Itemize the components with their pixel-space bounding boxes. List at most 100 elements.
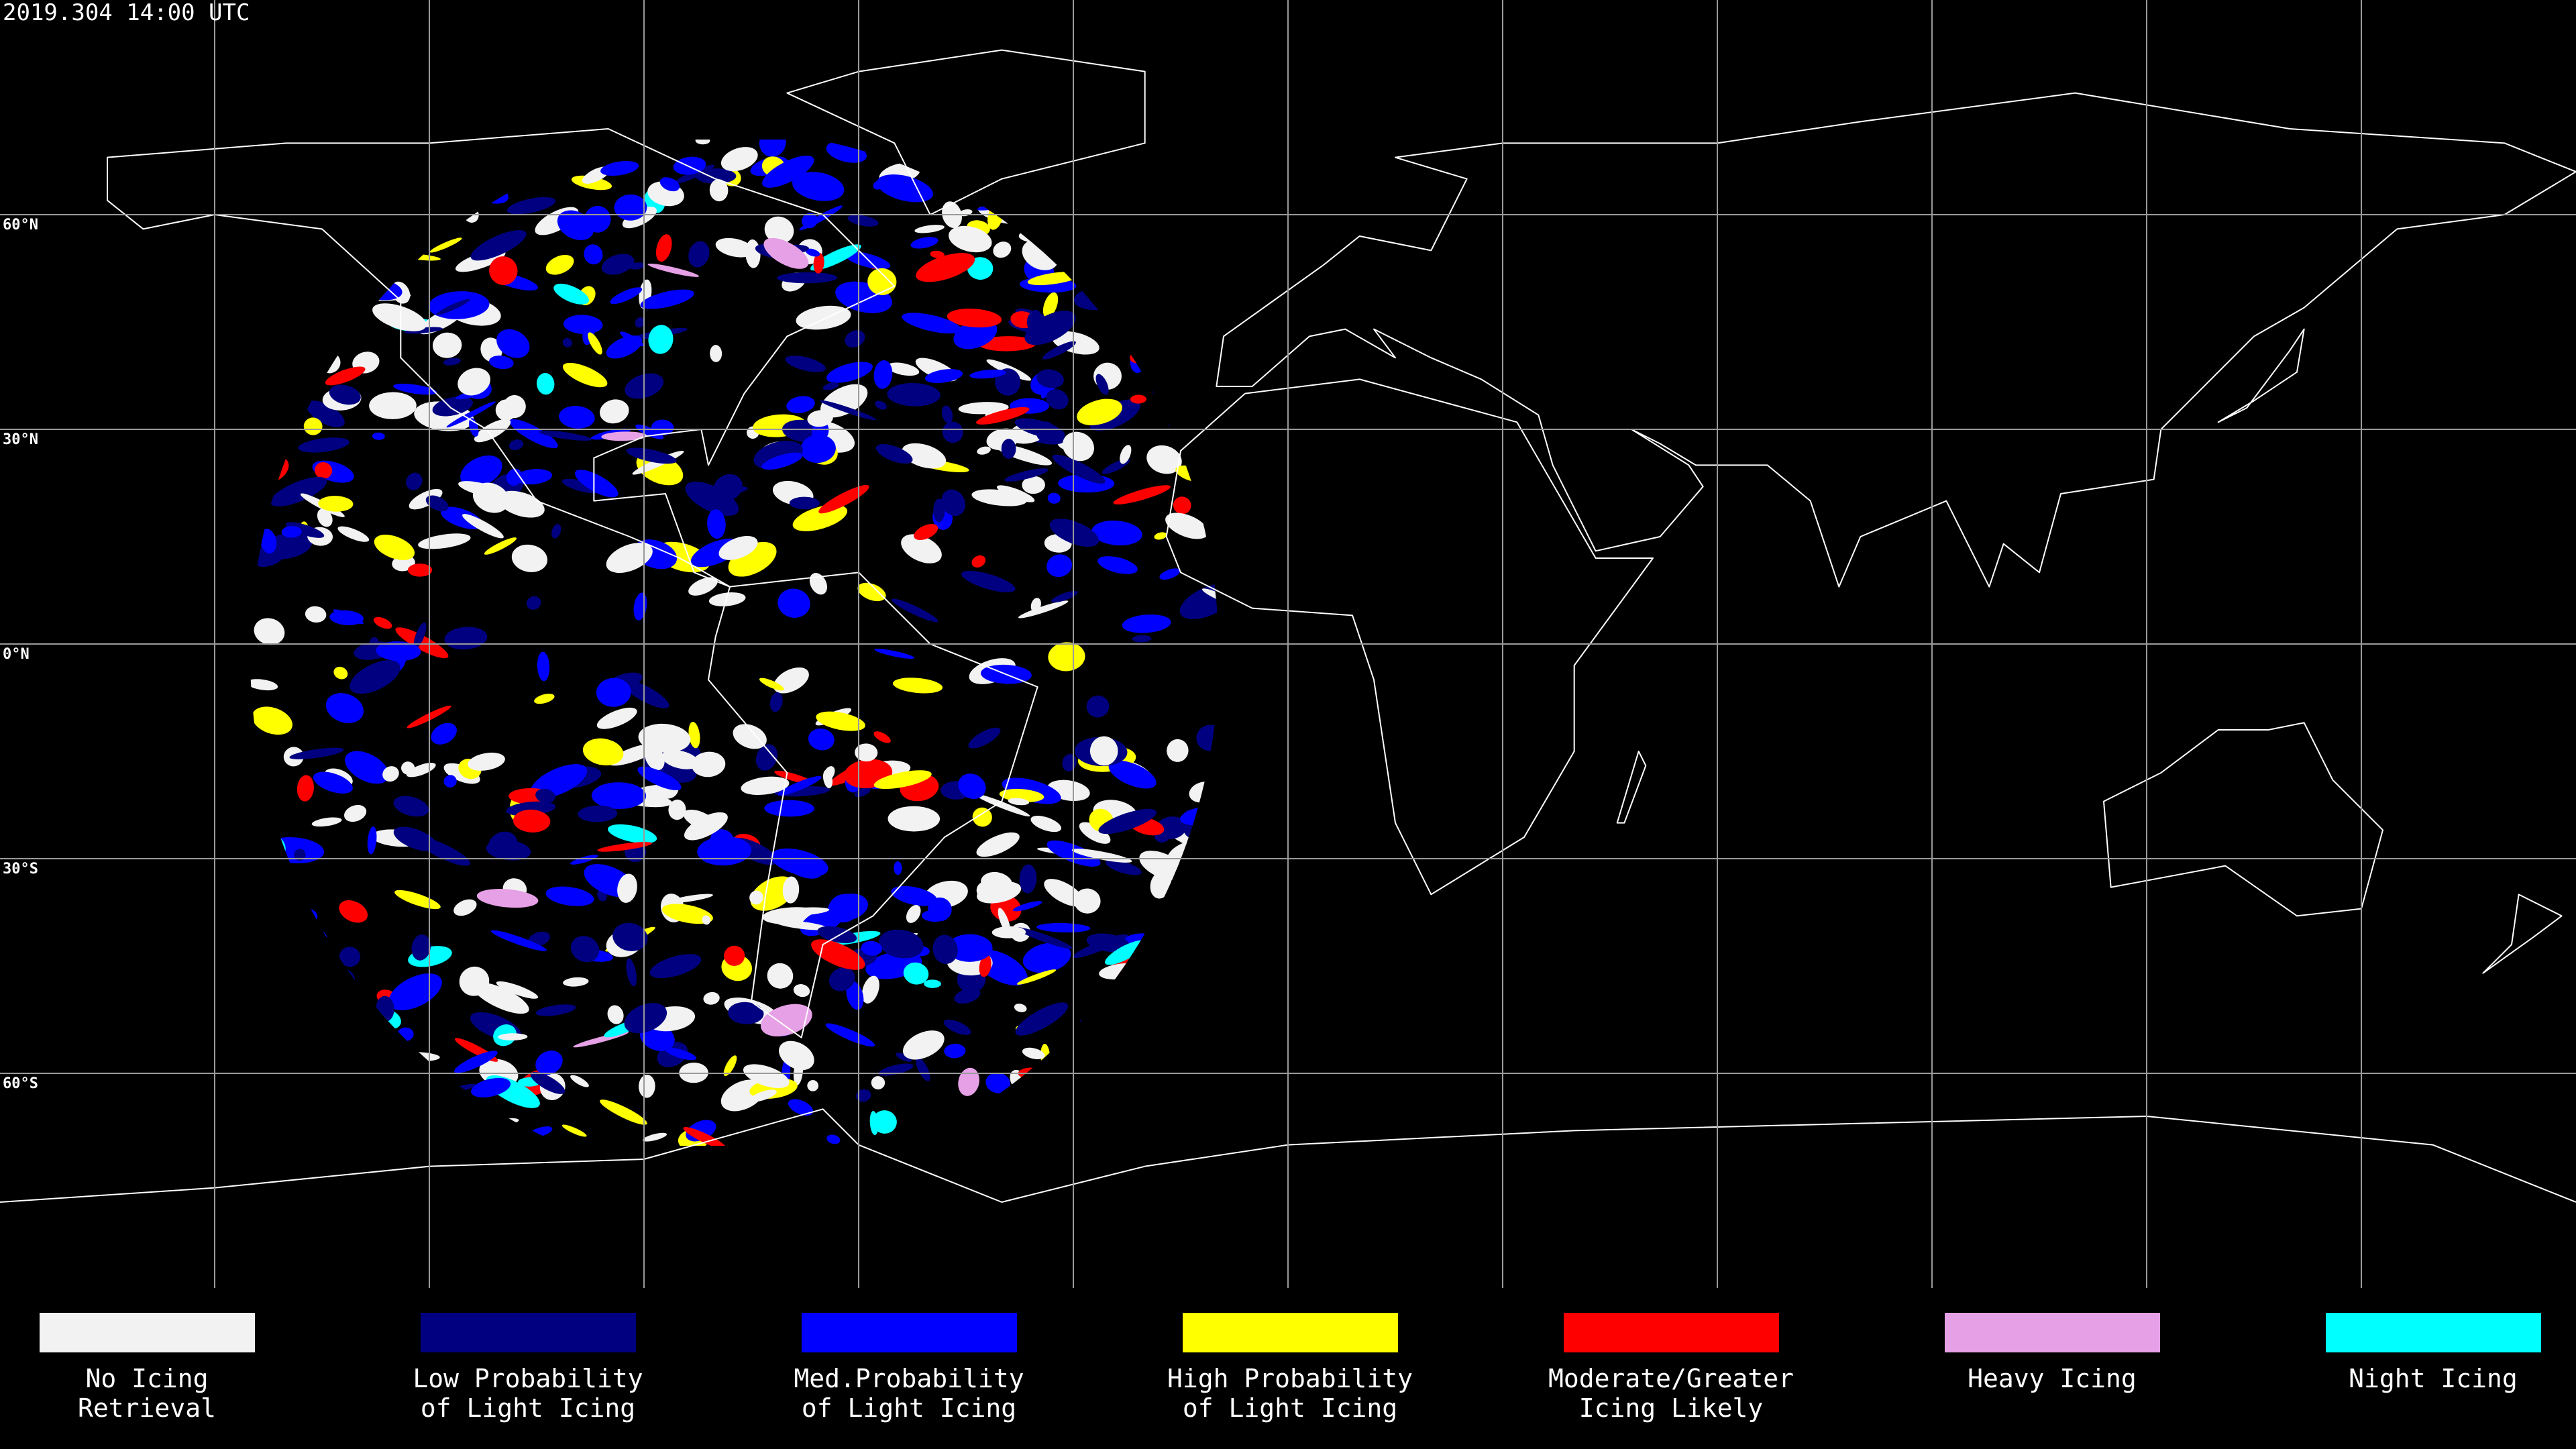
cloud-blob xyxy=(828,894,860,923)
cloud-blob xyxy=(759,678,784,691)
cloud-blob xyxy=(764,216,794,244)
cloud-blob xyxy=(534,694,555,704)
cloud-blob xyxy=(606,543,653,574)
cloud-blob xyxy=(617,873,637,903)
cloud-blob xyxy=(771,907,830,916)
cloud-blob xyxy=(345,751,389,784)
cloud-blob xyxy=(928,897,952,922)
cloud-blob xyxy=(857,582,886,602)
cloud-blob xyxy=(498,490,545,518)
cloud-blob xyxy=(601,254,635,275)
cloud-blob xyxy=(539,430,592,441)
cloud-blob xyxy=(718,535,758,560)
cloud-blob xyxy=(888,806,941,832)
cloud-blob xyxy=(825,1023,875,1047)
cloud-blob xyxy=(1046,554,1073,578)
cloud-blob xyxy=(685,481,739,516)
cloud-blob xyxy=(978,336,1036,352)
cloud-blob xyxy=(551,524,561,539)
cloud-blob xyxy=(958,402,1009,415)
cloud-blob xyxy=(285,522,325,538)
cloud-blob xyxy=(443,775,457,788)
cloud-blob xyxy=(879,929,924,959)
cloud-blob xyxy=(458,368,490,396)
legend-label: Med.Probability xyxy=(794,1364,1024,1393)
legend-label: of Light Icing xyxy=(421,1393,635,1423)
cloud-blob xyxy=(659,177,680,192)
cloud-blob xyxy=(570,1075,589,1087)
cloud-blob xyxy=(914,524,938,541)
cloud-blob xyxy=(1018,600,1069,619)
cloud-blob xyxy=(644,745,665,771)
cloud-blob xyxy=(610,287,643,305)
cloud-blob xyxy=(695,140,710,145)
cloud-blob xyxy=(545,886,594,906)
cloud-blob xyxy=(588,332,602,355)
cloud-blob xyxy=(764,800,814,817)
cloud-blob xyxy=(1097,556,1138,574)
cloud-blob xyxy=(1022,1047,1045,1060)
cloud-blob xyxy=(471,1077,511,1097)
cloud-blob xyxy=(728,1002,764,1024)
cloud-blob xyxy=(786,396,815,414)
cloud-blob xyxy=(661,904,713,924)
cloud-blob xyxy=(924,979,941,988)
cloud-blob xyxy=(432,332,462,358)
cloud-blob xyxy=(250,679,278,691)
cloud-blob xyxy=(914,225,945,233)
legend-label: Retrieval xyxy=(78,1393,216,1423)
cloud-blob xyxy=(688,722,700,749)
cloud-blob xyxy=(1165,513,1209,539)
cloud-blob xyxy=(642,1132,667,1142)
cloud-blob xyxy=(941,405,953,423)
legend-label: Heavy Icing xyxy=(1968,1364,2137,1393)
cloud-blob xyxy=(708,592,746,606)
cloud-blob xyxy=(496,981,539,999)
cloud-blob xyxy=(1014,418,1065,439)
cloud-blob xyxy=(691,751,726,777)
cloud-blob xyxy=(826,362,873,383)
legend-label: Low Probability xyxy=(413,1364,643,1393)
cloud-blob xyxy=(930,250,945,258)
cloud-blob xyxy=(621,679,669,708)
cloud-blob xyxy=(289,747,344,759)
cloud-blob xyxy=(655,234,672,262)
cloud-blob xyxy=(382,766,399,782)
cloud-blob xyxy=(932,934,958,964)
cloud-blob xyxy=(559,406,595,429)
cloud-blob xyxy=(281,526,302,538)
cloud-blob xyxy=(1086,695,1110,718)
cloud-blob xyxy=(1089,736,1118,766)
cloud-blob xyxy=(473,982,529,1014)
cloud-blob xyxy=(637,766,682,791)
cloud-blob xyxy=(1008,798,1030,806)
cloud-blob xyxy=(506,801,556,816)
cloud-blob xyxy=(724,945,745,966)
cloud-blob xyxy=(1132,635,1152,643)
cloud-blob xyxy=(1091,521,1142,546)
cloud-blob xyxy=(372,432,385,440)
cloud-blob xyxy=(665,1047,697,1061)
cloud-blob xyxy=(1106,859,1142,875)
cloud-blob xyxy=(1062,431,1095,462)
cloud-blob xyxy=(796,305,851,330)
cloud-blob xyxy=(954,987,981,1004)
legend-swatch xyxy=(802,1313,1017,1352)
cloud-blob xyxy=(388,973,442,1011)
cloud-blob xyxy=(828,967,855,991)
coastline xyxy=(107,128,896,588)
cloud-blob xyxy=(600,1099,647,1125)
cloud-blob xyxy=(1030,815,1062,833)
cloud-blob xyxy=(489,256,518,285)
cloud-blob xyxy=(720,147,758,172)
cloud-blob xyxy=(1154,532,1167,540)
cloud-blob xyxy=(1019,864,1037,894)
cloud-blob xyxy=(1052,454,1106,484)
cloud-blob xyxy=(509,419,558,449)
cloud-blob xyxy=(431,722,457,745)
cloud-blob xyxy=(557,210,594,240)
cloud-blob xyxy=(462,514,504,539)
cloud-blob xyxy=(350,660,400,694)
cloud-blob xyxy=(975,794,1030,817)
